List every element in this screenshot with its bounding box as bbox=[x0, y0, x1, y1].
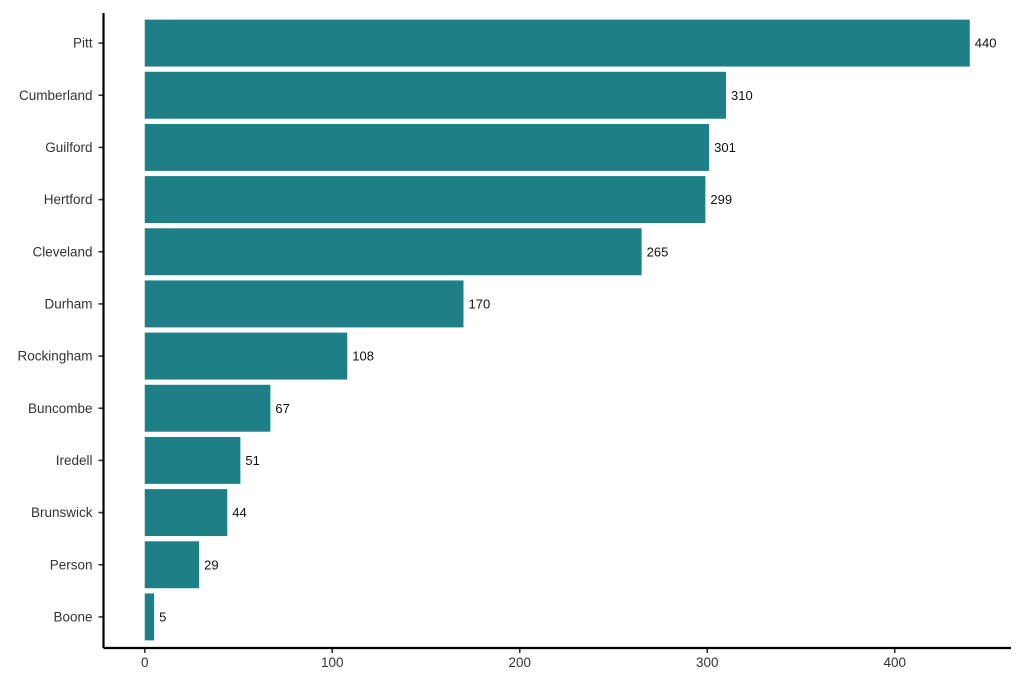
y-tick-label-durham: Durham bbox=[44, 296, 92, 311]
value-label-hertford: 299 bbox=[710, 192, 732, 207]
value-label-brunswick: 44 bbox=[232, 505, 246, 520]
value-label-cumberland: 310 bbox=[731, 88, 753, 103]
y-axis-categories: Pitt Cumberland Guilford Hertford Cleveland D… bbox=[17, 36, 104, 624]
x-tick-label-0: 0 bbox=[141, 655, 149, 670]
y-tick-label-guilford: Guilford bbox=[45, 140, 92, 155]
value-label-cleveland: 265 bbox=[647, 244, 669, 259]
value-label-person: 29 bbox=[204, 557, 218, 572]
bar-iredell bbox=[144, 436, 241, 484]
x-tick-label-100: 100 bbox=[321, 655, 344, 670]
bar-rockingham bbox=[144, 332, 348, 380]
value-label-rockingham: 108 bbox=[352, 349, 374, 364]
value-label-iredell: 51 bbox=[245, 453, 259, 468]
bar-buncombe bbox=[144, 384, 271, 432]
value-label-boone: 5 bbox=[159, 609, 166, 624]
bar-guilford bbox=[144, 123, 710, 171]
bar-hertford bbox=[144, 176, 706, 224]
y-tick-label-boone: Boone bbox=[53, 609, 92, 624]
value-label-durham: 170 bbox=[469, 296, 491, 311]
bar-person bbox=[144, 541, 200, 589]
value-label-guilford: 301 bbox=[714, 140, 736, 155]
bar-cleveland bbox=[144, 228, 642, 276]
bar-durham bbox=[144, 280, 464, 328]
y-tick-label-person: Person bbox=[50, 557, 93, 572]
y-tick-label-cumberland: Cumberland bbox=[19, 88, 93, 103]
value-labels-group: 440 310 301 299 265 170 108 67 51 44 29 5 bbox=[159, 36, 996, 625]
value-label-pitt: 440 bbox=[975, 36, 997, 51]
x-axis: 0 100 200 300 400 bbox=[141, 648, 906, 670]
bar-cumberland bbox=[144, 71, 726, 119]
x-tick-label-300: 300 bbox=[696, 655, 719, 670]
y-tick-label-brunswick: Brunswick bbox=[31, 505, 93, 520]
y-tick-label-iredell: Iredell bbox=[56, 453, 93, 468]
bar-brunswick bbox=[144, 489, 228, 537]
y-tick-label-buncombe: Buncombe bbox=[28, 401, 93, 416]
bar-pitt bbox=[144, 19, 970, 67]
x-tick-label-400: 400 bbox=[883, 655, 906, 670]
bar-boone bbox=[144, 593, 155, 641]
value-label-buncombe: 67 bbox=[275, 401, 289, 416]
x-tick-label-200: 200 bbox=[508, 655, 531, 670]
y-tick-label-pitt: Pitt bbox=[73, 36, 93, 51]
y-tick-label-cleveland: Cleveland bbox=[32, 244, 92, 259]
bars-group bbox=[144, 19, 970, 641]
y-tick-label-rockingham: Rockingham bbox=[17, 349, 92, 364]
y-tick-label-hertford: Hertford bbox=[44, 192, 93, 207]
